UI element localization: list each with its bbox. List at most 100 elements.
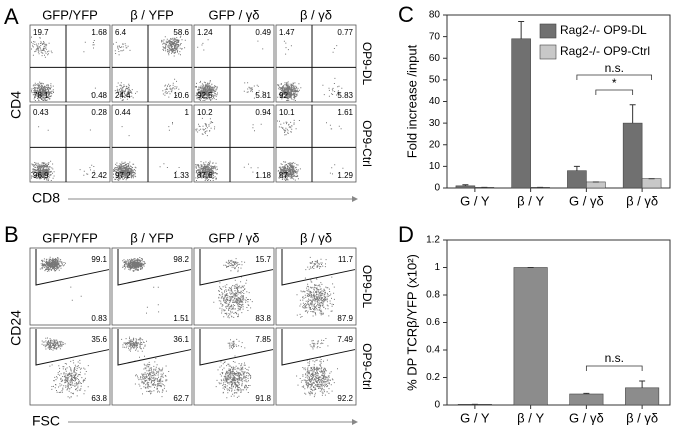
- gate-value: 35.6: [91, 335, 107, 344]
- gate-value: 63.8: [91, 394, 107, 403]
- y-axis-label: CD24: [8, 310, 24, 346]
- gate-value: 7.85: [255, 335, 271, 344]
- bar: [455, 185, 476, 189]
- quadrant-value: 58.6: [173, 28, 189, 37]
- quadrant-value: 1.61: [337, 108, 353, 117]
- significance-bracket: [585, 365, 643, 371]
- plot-frame: [29, 327, 111, 406]
- y-tick-label: 80: [429, 10, 441, 21]
- significance-label: n.s.: [605, 351, 624, 365]
- gate-value: 1.51: [173, 314, 189, 323]
- x-tick-label: β / Y: [517, 410, 544, 425]
- quadrant-value: 0.28: [91, 108, 107, 117]
- y-tick-label: 30: [429, 118, 441, 129]
- y-tick-label: 40: [429, 96, 441, 107]
- bar: [641, 178, 662, 189]
- quadrant-value: 0.44: [115, 108, 131, 117]
- x-tick-label: G / Y: [460, 410, 490, 425]
- event-dots: [296, 338, 338, 398]
- y-tick-label: 70: [429, 31, 441, 42]
- legend-swatch: [539, 44, 557, 60]
- bar: [567, 170, 587, 189]
- plot-frame: [275, 247, 357, 326]
- column-header: β / γδ: [300, 230, 332, 245]
- x-axis-label: CD8: [32, 190, 60, 206]
- x-tick-label: β / γδ: [626, 410, 658, 425]
- event-dots: [122, 257, 160, 314]
- quadrant-value: 0.49: [255, 28, 271, 37]
- gate-value: 36.1: [173, 335, 189, 344]
- event-dots: [113, 35, 186, 101]
- quadrant-value: 24.4: [115, 91, 131, 100]
- gate-value: 98.2: [173, 255, 189, 264]
- quadrant-value: 1.68: [91, 28, 107, 37]
- row-label: OP9-DL: [360, 42, 374, 86]
- quadrant-value: 5.81: [255, 91, 271, 100]
- event-dots: [31, 126, 95, 181]
- y-tick-label: 0.4: [426, 345, 440, 356]
- quadrant-value: 1.18: [255, 171, 271, 180]
- gate-value: 15.7: [255, 255, 271, 264]
- y-axis-label: % DP TCRβ/YFP (x10²): [404, 254, 419, 391]
- event-dots: [213, 258, 253, 319]
- quadrant-value: 1.29: [337, 171, 353, 180]
- gate-value: 11.7: [338, 255, 354, 264]
- gate-value: 62.7: [173, 394, 189, 403]
- event-dots: [41, 337, 89, 399]
- error-bar: [518, 20, 525, 39]
- quadrant-value: 2.42: [91, 171, 107, 180]
- bar: [625, 387, 660, 406]
- gate: [199, 249, 274, 286]
- quadrant-value: 92: [279, 91, 288, 100]
- gate: [199, 329, 274, 366]
- quadrant-value: 0.94: [255, 108, 271, 117]
- x-tick-label: G / γδ: [569, 410, 604, 425]
- column-header: GFP/YFP: [42, 230, 98, 245]
- quadrant-value: 1.33: [173, 171, 189, 180]
- axis-arrow-head: [352, 419, 358, 425]
- quadrant-value: 19.7: [33, 28, 49, 37]
- error-bar: [629, 104, 636, 124]
- significance-bracket: [595, 89, 634, 95]
- quadrant-value: 87.6: [197, 171, 213, 180]
- quadrant-value: 97.2: [115, 171, 131, 180]
- gate: [281, 249, 356, 286]
- bar: [569, 393, 604, 406]
- column-header: GFP / γδ: [208, 230, 259, 245]
- x-tick-label: G / γδ: [569, 193, 604, 208]
- row-label: OP9-Ctrl: [360, 343, 374, 390]
- plot-frame: [111, 327, 193, 406]
- event-dots: [277, 119, 344, 181]
- quadrant-value: 6.4: [115, 28, 127, 37]
- gate-value: 83.8: [255, 314, 271, 323]
- gate: [35, 329, 110, 366]
- legend-label: Rag2-/- OP9-Ctrl: [560, 44, 650, 58]
- plot-frame: [193, 247, 275, 326]
- gate: [117, 329, 192, 366]
- y-tick-label: 0.6: [426, 317, 440, 328]
- bar: [586, 181, 606, 189]
- event-dots: [215, 338, 252, 399]
- row-label: OP9-Ctrl: [360, 120, 374, 167]
- y-axis-label: CD4: [8, 91, 24, 119]
- quadrant-value: 96.9: [33, 171, 49, 180]
- y-tick-label: 0: [434, 400, 440, 411]
- quadrant-value: 10.2: [197, 108, 213, 117]
- gate: [117, 249, 192, 286]
- legend-label: Rag2-/- OP9-DL: [560, 23, 647, 37]
- event-dots: [296, 256, 335, 318]
- y-tick-label: 0.2: [426, 372, 440, 383]
- y-tick-label: 20: [429, 139, 441, 150]
- event-dots: [31, 36, 96, 101]
- error-bar: [573, 165, 580, 171]
- error-bar: [462, 184, 469, 186]
- column-header: GFP / γδ: [208, 7, 259, 22]
- y-tick-label: 50: [429, 75, 441, 86]
- column-header: GFP/YFP: [42, 7, 98, 22]
- quadrant-value: 1: [185, 108, 190, 117]
- column-header: β / YFP: [130, 230, 174, 245]
- x-tick-label: β / γδ: [626, 193, 658, 208]
- event-dots: [195, 39, 264, 101]
- event-dots: [39, 256, 82, 301]
- x-tick-label: G / Y: [460, 193, 490, 208]
